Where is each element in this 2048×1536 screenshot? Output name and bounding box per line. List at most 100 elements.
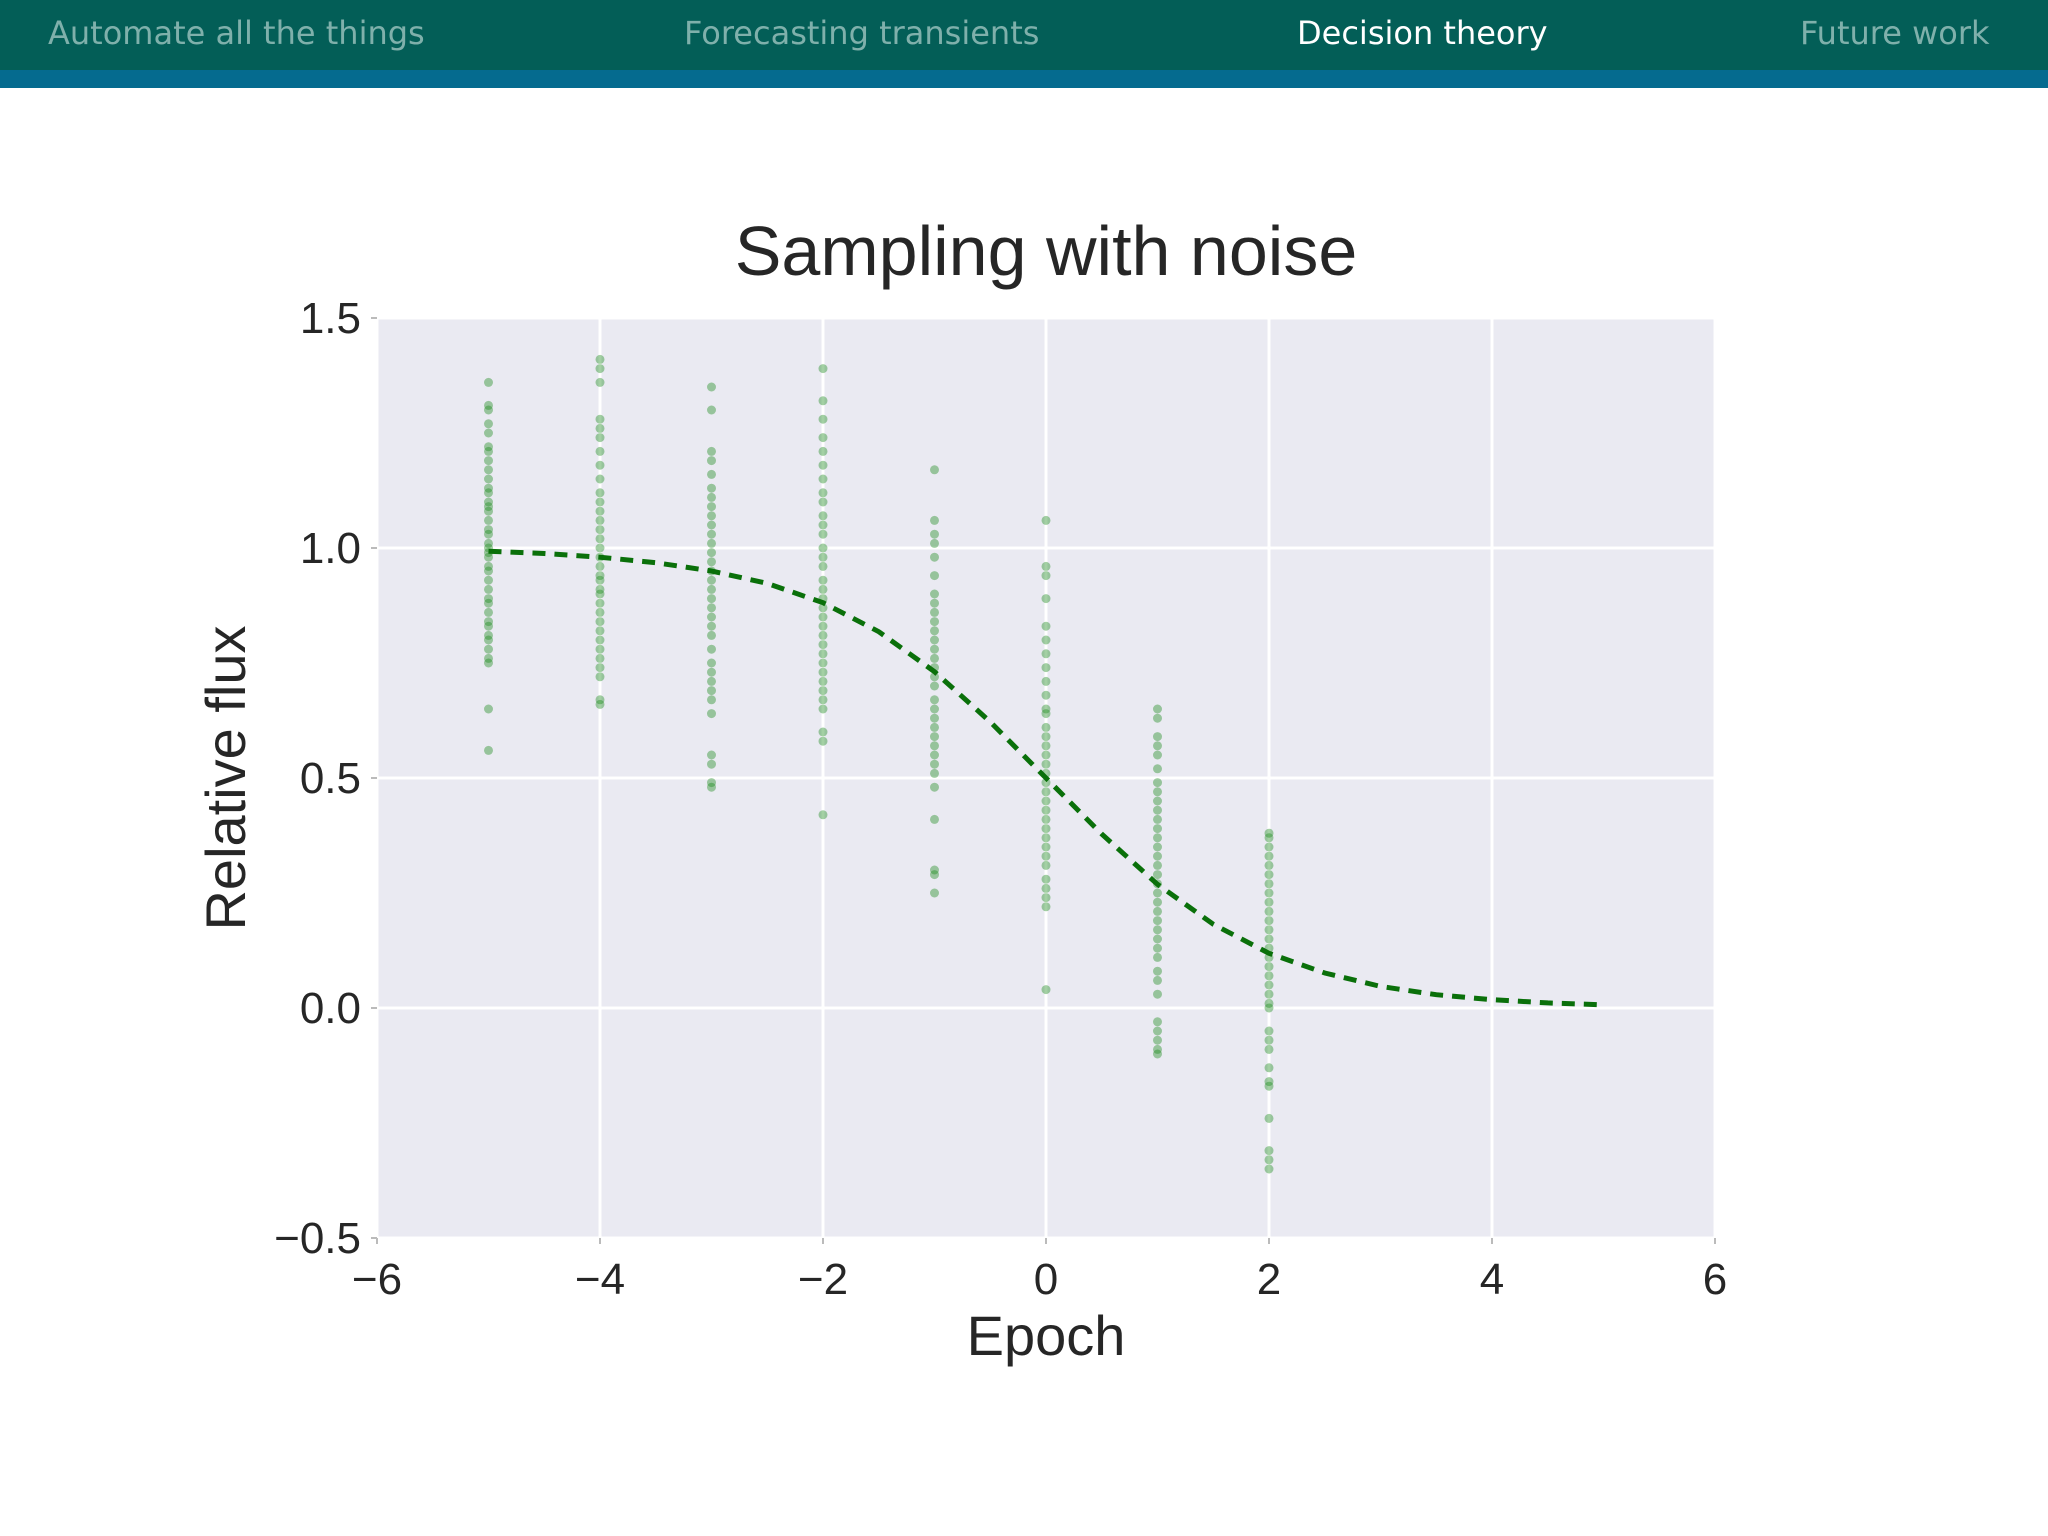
nav-item-future-work[interactable]: Future work xyxy=(1800,14,1990,52)
data-point xyxy=(1264,1081,1274,1091)
data-point xyxy=(595,497,605,507)
data-point xyxy=(1041,709,1051,719)
data-point xyxy=(930,515,939,525)
data-point xyxy=(595,377,605,387)
data-point xyxy=(930,465,939,475)
data-point xyxy=(484,635,493,645)
data-point xyxy=(595,653,605,663)
data-point xyxy=(484,502,493,512)
data-point xyxy=(707,709,716,719)
data-point xyxy=(1153,732,1162,742)
data-point xyxy=(484,745,493,755)
data-point xyxy=(595,626,605,636)
data-point xyxy=(707,538,716,548)
data-point xyxy=(484,497,493,507)
nav-item-decision-theory[interactable]: Decision theory xyxy=(1297,14,1548,52)
data-point xyxy=(930,768,939,778)
data-point xyxy=(818,810,828,820)
data-point xyxy=(818,552,828,562)
data-point xyxy=(707,750,716,760)
chart-title: Sampling with noise xyxy=(735,212,1358,290)
navbar-stripe xyxy=(0,70,2048,88)
data-point xyxy=(707,782,716,792)
data-point xyxy=(1153,897,1162,907)
data-point xyxy=(1041,805,1051,815)
data-point xyxy=(1041,515,1051,525)
data-point xyxy=(484,621,493,631)
data-point xyxy=(595,474,605,484)
data-point xyxy=(595,699,605,709)
data-point xyxy=(1041,594,1051,604)
data-point xyxy=(818,649,828,659)
data-point xyxy=(1264,916,1274,926)
data-point xyxy=(484,525,493,535)
data-point xyxy=(1041,985,1051,995)
data-point xyxy=(484,419,493,429)
data-point xyxy=(930,865,939,875)
data-point xyxy=(930,741,939,751)
data-point xyxy=(1153,750,1162,760)
data-point xyxy=(1041,722,1051,732)
data-point xyxy=(484,474,493,484)
data-point xyxy=(1264,934,1274,944)
data-point xyxy=(1153,1044,1162,1054)
nav-item-automate[interactable]: Automate all the things xyxy=(48,14,425,52)
data-point xyxy=(930,888,939,898)
data-point xyxy=(595,414,605,424)
data-point xyxy=(484,442,493,452)
nav-item-forecasting[interactable]: Forecasting transients xyxy=(684,14,1040,52)
data-point xyxy=(930,722,939,732)
data-point xyxy=(595,525,605,535)
data-point xyxy=(707,630,716,640)
y-tick-label: −0.5 xyxy=(274,1214,361,1263)
data-point xyxy=(707,759,716,769)
data-point xyxy=(484,575,493,585)
data-point xyxy=(1153,787,1162,797)
data-point xyxy=(1264,828,1274,838)
data-point xyxy=(930,870,939,880)
data-point xyxy=(484,561,493,571)
data-point xyxy=(1153,833,1162,843)
y-tick-label: 1.0 xyxy=(300,524,361,573)
data-point xyxy=(1264,897,1274,907)
data-point xyxy=(1153,1035,1162,1045)
data-point xyxy=(484,658,493,668)
data-point xyxy=(930,529,939,539)
data-point xyxy=(1153,925,1162,935)
scatter-points xyxy=(484,354,1274,1174)
data-point xyxy=(818,658,828,668)
data-point xyxy=(818,736,828,746)
x-tick-label: −2 xyxy=(798,1255,848,1304)
data-point xyxy=(1041,883,1051,893)
data-point xyxy=(1264,971,1274,981)
data-point xyxy=(707,529,716,539)
data-point xyxy=(484,607,493,617)
data-point xyxy=(1041,787,1051,797)
data-point xyxy=(930,552,939,562)
data-point xyxy=(818,575,828,585)
data-point xyxy=(1041,874,1051,884)
data-point xyxy=(818,529,828,539)
data-point xyxy=(1041,676,1051,686)
data-point xyxy=(930,750,939,760)
data-point xyxy=(1153,934,1162,944)
data-point xyxy=(1041,690,1051,700)
data-point xyxy=(1153,966,1162,976)
data-point xyxy=(595,506,605,516)
data-point xyxy=(818,621,828,631)
data-point xyxy=(707,584,716,594)
x-tick-label: −6 xyxy=(352,1255,402,1304)
data-point xyxy=(818,704,828,714)
data-point xyxy=(1264,1077,1274,1087)
data-point xyxy=(818,364,828,374)
data-point xyxy=(1041,649,1051,659)
data-point xyxy=(818,630,828,640)
data-point xyxy=(707,548,716,558)
data-point xyxy=(1264,989,1274,999)
data-point xyxy=(595,635,605,645)
data-point xyxy=(595,598,605,608)
data-point xyxy=(1153,824,1162,834)
data-point xyxy=(818,561,828,571)
data-point xyxy=(707,446,716,456)
data-point xyxy=(707,686,716,696)
